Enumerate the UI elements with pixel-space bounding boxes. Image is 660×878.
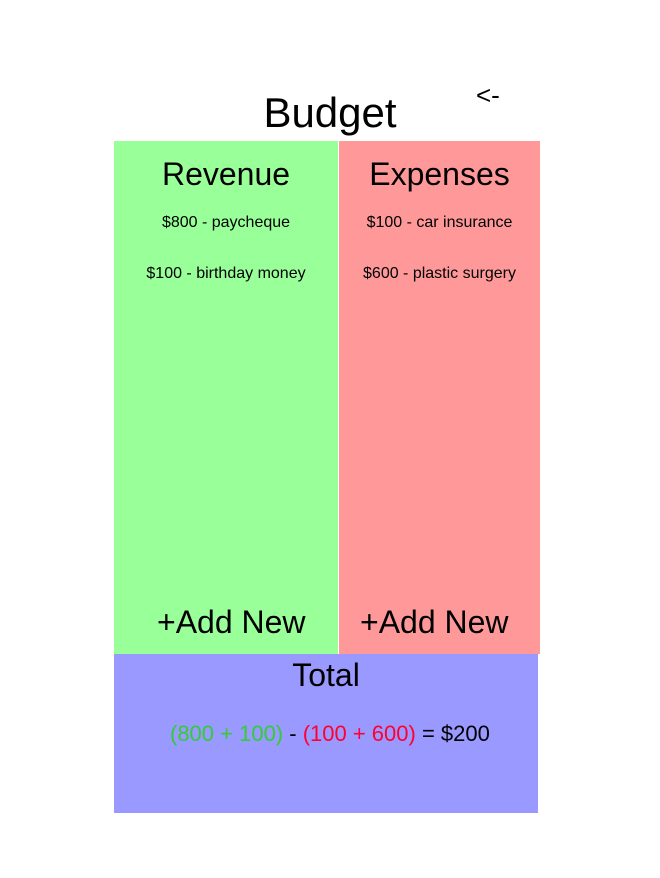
expense-item[interactable]: $100 - car insurance	[366, 214, 513, 231]
revenue-column: Revenue $800 - paycheque $100 - birthday…	[114, 141, 338, 654]
total-title: Total	[292, 657, 360, 693]
revenue-item[interactable]: $800 - paycheque	[161, 214, 291, 231]
back-button[interactable]: <-	[476, 80, 500, 110]
expense-sum: (100 + 600)	[302, 721, 416, 746]
expense-items: $100 - car insurance $600 - plastic surg…	[339, 213, 540, 315]
total-result: = $200	[415, 721, 490, 746]
revenue-item[interactable]: $100 - birthday money	[146, 265, 306, 282]
add-expense-button[interactable]: +Add New	[360, 604, 509, 640]
expenses-heading: Expenses	[369, 156, 510, 192]
add-revenue-button[interactable]: +Add New	[157, 604, 306, 640]
minus-sign: -	[283, 721, 303, 746]
total-formula: (800 + 100) - (100 + 600) = $200	[170, 720, 490, 748]
revenue-sum: (800 + 100)	[170, 721, 284, 746]
expense-item[interactable]: $600 - plastic surgery	[363, 265, 516, 282]
revenue-heading: Revenue	[161, 156, 291, 192]
total-panel: Total (800 + 100) - (100 + 600) = $200	[114, 654, 538, 813]
revenue-items: $800 - paycheque $100 - birthday money	[114, 213, 338, 315]
page-title: Budget	[263, 89, 397, 136]
expenses-column: Expenses $100 - car insurance $600 - pla…	[339, 141, 540, 654]
